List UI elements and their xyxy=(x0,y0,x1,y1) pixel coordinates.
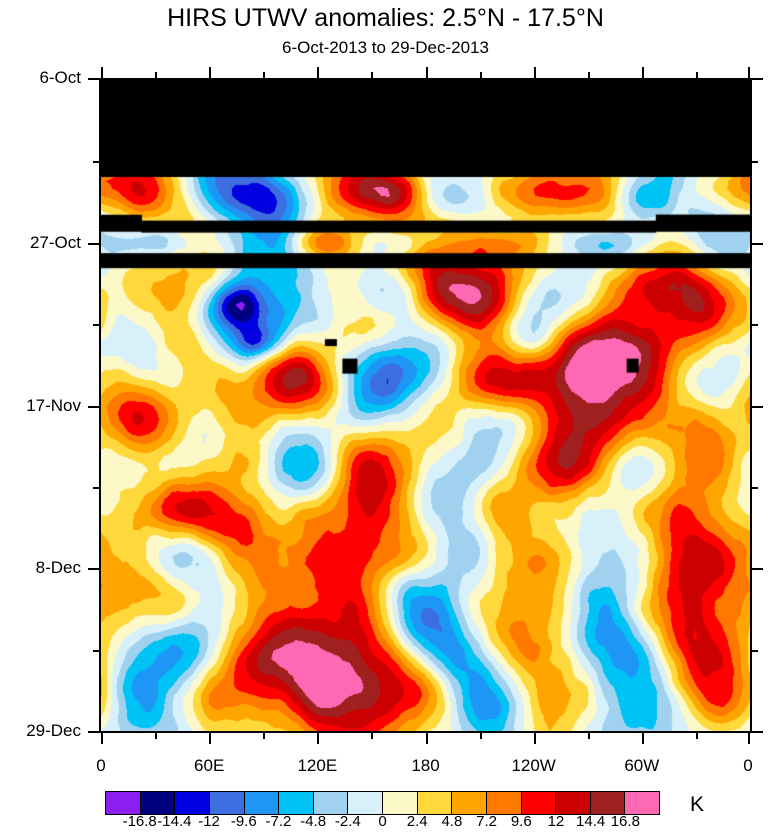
y-tick-label: 27-Oct xyxy=(29,232,81,252)
x-tick-major-top xyxy=(748,67,750,78)
x-tick-minor-top xyxy=(263,72,266,78)
y-tick-major-right xyxy=(752,405,763,408)
x-tick-major-top xyxy=(425,67,428,78)
colorbar-swatch[interactable] xyxy=(486,792,522,814)
x-tick-minor-bottom xyxy=(479,733,482,739)
colorbar-swatch[interactable] xyxy=(209,792,245,814)
y-tick-minor-right xyxy=(752,486,758,489)
colorbar-swatch[interactable] xyxy=(556,792,591,814)
x-tick-minor-bottom xyxy=(695,733,698,739)
x-tick-minor-top xyxy=(479,72,482,78)
anomaly-field-canvas xyxy=(101,80,750,731)
x-tick-minor-top xyxy=(155,72,158,78)
x-tick-minor-bottom xyxy=(371,733,374,739)
x-tick-label: 0 xyxy=(96,756,106,775)
colorbar-tick-label: -14.4 xyxy=(157,813,192,830)
colorbar-tick-label: 4.8 xyxy=(441,813,463,830)
y-tick-label: 8-Dec xyxy=(35,558,81,578)
y-tick-minor-right xyxy=(752,649,758,652)
x-tick-label: 0 xyxy=(743,756,753,775)
colorbar-tick-label: -9.6 xyxy=(230,813,257,830)
y-tick-major-right xyxy=(752,242,763,245)
colorbar-tick-label: 0 xyxy=(378,813,387,830)
colorbar-unit-label: K xyxy=(690,793,705,816)
y-tick-label: 29-Dec xyxy=(26,721,81,740)
x-tick-major-top xyxy=(317,67,320,78)
y-tick-minor-left xyxy=(93,161,99,164)
x-tick-minor-bottom xyxy=(587,733,590,739)
colorbar-tick-label: 14.4 xyxy=(576,813,606,830)
colorbar-swatch[interactable] xyxy=(383,792,418,814)
x-tick-label: 180 xyxy=(411,756,440,775)
colorbar-swatch[interactable] xyxy=(348,792,383,814)
x-tick-label: 60E xyxy=(194,756,225,775)
y-tick-minor-right xyxy=(752,324,758,327)
y-tick-major-left xyxy=(88,242,99,245)
x-tick-major-bottom xyxy=(425,733,428,744)
x-tick-major-bottom xyxy=(209,733,212,744)
colorbar[interactable] xyxy=(105,791,660,815)
colorbar-swatch[interactable] xyxy=(175,792,210,814)
colorbar-tick-label: -12 xyxy=(198,813,220,830)
x-tick-major-top xyxy=(533,67,536,78)
x-tick-major-bottom xyxy=(641,733,644,744)
x-tick-major-bottom xyxy=(317,733,320,744)
x-tick-minor-top xyxy=(587,72,590,78)
y-tick-minor-left xyxy=(93,649,99,652)
y-tick-label: 6-Oct xyxy=(39,68,81,87)
colorbar-tick-label: 12 xyxy=(547,813,565,830)
x-tick-minor-top xyxy=(371,72,374,78)
colorbar-tick-label: -4.8 xyxy=(300,813,327,830)
colorbar-tick-label: -2.4 xyxy=(334,813,361,830)
x-tick-label: 120E xyxy=(297,756,338,775)
page-subtitle: 6-Oct-2013 to 29-Dec-2013 xyxy=(282,38,489,57)
colorbar-tick-label: -7.2 xyxy=(265,813,292,830)
colorbar-swatch[interactable] xyxy=(625,792,659,814)
colorbar-swatch[interactable] xyxy=(244,792,280,814)
y-tick-minor-left xyxy=(93,486,99,489)
x-tick-major-top xyxy=(641,67,644,78)
x-tick-major-bottom xyxy=(533,733,536,744)
colorbar-swatch[interactable] xyxy=(313,792,349,814)
colorbar-tick-label: 16.8 xyxy=(610,813,640,830)
x-tick-major-top xyxy=(209,67,212,78)
colorbar-swatch[interactable] xyxy=(452,792,487,814)
y-tick-major-left xyxy=(88,731,99,733)
colorbar-tick-label: 9.6 xyxy=(510,813,532,830)
colorbar-tick-label: 2.4 xyxy=(406,813,428,830)
y-tick-major-left xyxy=(88,78,99,80)
y-tick-minor-left xyxy=(93,324,99,327)
x-tick-major-bottom xyxy=(101,733,103,744)
page-title: HIRS UTWV anomalies: 2.5°N - 17.5°N xyxy=(167,4,604,32)
hovmoller-plot-area xyxy=(99,78,752,733)
colorbar-swatch[interactable] xyxy=(279,792,314,814)
y-tick-major-left xyxy=(88,405,99,408)
x-tick-major-bottom xyxy=(748,733,750,744)
x-tick-label: 120W xyxy=(511,756,556,775)
colorbar-swatch[interactable] xyxy=(417,792,453,814)
x-tick-minor-bottom xyxy=(155,733,158,739)
colorbar-swatch[interactable] xyxy=(140,792,176,814)
colorbar-tick-label: -16.8 xyxy=(122,813,157,830)
y-tick-major-right xyxy=(752,568,763,571)
x-tick-minor-top xyxy=(695,72,698,78)
y-tick-major-right xyxy=(752,78,763,80)
y-tick-major-left xyxy=(88,568,99,571)
colorbar-swatch[interactable] xyxy=(590,792,626,814)
x-tick-major-top xyxy=(101,67,103,78)
y-tick-label: 17-Nov xyxy=(26,395,81,415)
y-tick-major-right xyxy=(752,731,763,733)
x-tick-minor-bottom xyxy=(263,733,266,739)
colorbar-swatch[interactable] xyxy=(106,792,141,814)
colorbar-tick-label: 7.2 xyxy=(476,813,497,830)
y-tick-minor-right xyxy=(752,161,758,164)
colorbar-tick-labels: -16.8 -14.4 -12 -9.6 -7.2 -4.8 -2.4 0 2.4 4.8 7.2 9… xyxy=(0,813,771,833)
x-tick-label: 60W xyxy=(624,756,660,775)
colorbar-swatch[interactable] xyxy=(521,792,557,814)
